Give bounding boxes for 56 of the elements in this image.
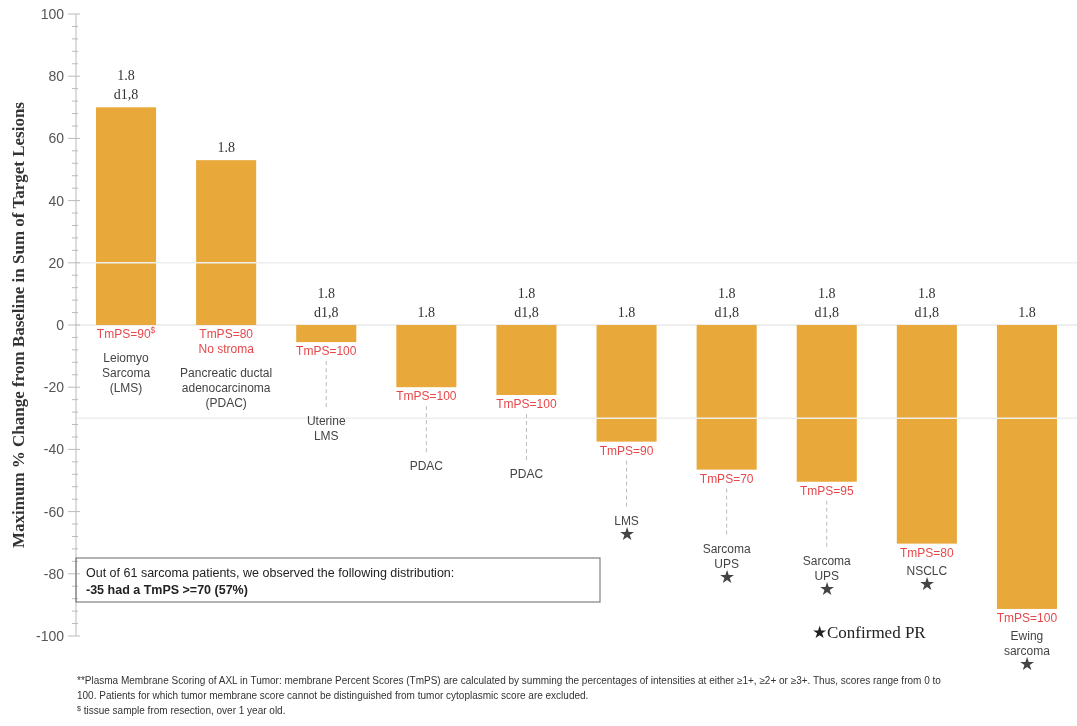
annotation: TmPS=100 — [396, 389, 457, 404]
y-tick-label: -60 — [43, 503, 65, 520]
annotation: 1.8 — [417, 305, 436, 320]
bar — [596, 325, 657, 442]
y-tick-label: 20 — [48, 254, 65, 271]
y-tick-label: 100 — [40, 5, 65, 22]
annotation: ★Confirmed PR — [812, 623, 927, 642]
annotation: TmPS=100 — [996, 610, 1058, 625]
annotation: 1.8 d1,8 — [113, 68, 139, 103]
y-tick-label: 60 — [48, 130, 65, 147]
annotation: 1.8 — [617, 305, 636, 320]
annotation: Out of 61 sarcoma patients, we observed the following distribution: -35 had a TmPS >=70 (57%) — [86, 566, 455, 597]
y-tick-label: 80 — [48, 68, 65, 85]
x-tick-label: Pancreatic ductal adenocarcinoma (PDAC) — [180, 366, 273, 410]
y-tick-label: 0 — [56, 316, 65, 333]
bar — [96, 107, 157, 325]
y-tick-label: -40 — [43, 441, 65, 458]
annotation: 1.8 d1,8 — [914, 286, 940, 320]
annotation: 1.8 d1,8 — [814, 286, 839, 320]
bar — [796, 325, 857, 482]
annotation: TmPS=90 — [599, 443, 654, 458]
y-tick-label: -20 — [43, 379, 65, 396]
annotation: 1.8 d1,8 — [314, 286, 339, 320]
x-tick-label: Sarcoma UPS ★ — [702, 541, 751, 587]
bar — [196, 160, 257, 325]
annotation: 1.8 — [217, 140, 235, 156]
x-tick-label: Sarcoma UPS ★ — [802, 553, 852, 599]
y-axis-title: Maximum % Change from Baseline in Sum of Target Lesions — [9, 101, 28, 548]
bar — [996, 325, 1057, 609]
annotation: 1.8 d1,8 — [514, 286, 539, 320]
annotation: 1.8 d1,8 — [714, 286, 739, 320]
x-tick-label: Uterine LMS — [306, 414, 346, 444]
x-tick-label: PDAC — [509, 466, 544, 481]
annotation: TmPS=80 — [900, 545, 955, 560]
x-tick-label: LMS ★ — [614, 513, 639, 544]
annotation: TmPS=80 No stroma — [198, 327, 255, 356]
bar — [296, 325, 357, 343]
text: $^{$}$ tissue sample from resection, over 1 year old. — [77, 704, 286, 716]
x-tick-label: Ewing sarcoma ★ — [1003, 628, 1051, 674]
y-tick-label: -100 — [35, 627, 65, 644]
bar — [496, 325, 557, 395]
y-tick-label: -80 — [43, 565, 65, 582]
bar — [696, 325, 757, 470]
annotation: TmPS=100 — [296, 344, 357, 359]
annotation: TmPS=100 — [496, 396, 557, 411]
annotation: TmPS=95 — [799, 483, 854, 498]
text: **Plasma Membrane Scoring of AXL in Tumor: membrane Percent Scores (TmPS) are calculated by summing the percentages of intensities at either ≥1+, ≥2+ or ≥3+. Thus, scores range from 0 to 100. Patients for which tumor membrane score cannot be distinguished from tumor cytoplasmic score are excluded. — [77, 675, 942, 701]
annotation: TmPS=90$^{$}$ — [96, 325, 156, 341]
bar — [896, 325, 957, 544]
annotation: 1.8 — [1018, 305, 1036, 320]
x-tick-label: NSCLC ★ — [906, 563, 948, 594]
x-tick-label: PDAC — [409, 459, 444, 474]
x-tick-label: Leiomyo Sarcoma (LMS) — [102, 351, 151, 395]
y-tick-label: 40 — [48, 192, 65, 209]
annotation: TmPS=70 — [699, 471, 754, 486]
bar — [396, 325, 457, 388]
